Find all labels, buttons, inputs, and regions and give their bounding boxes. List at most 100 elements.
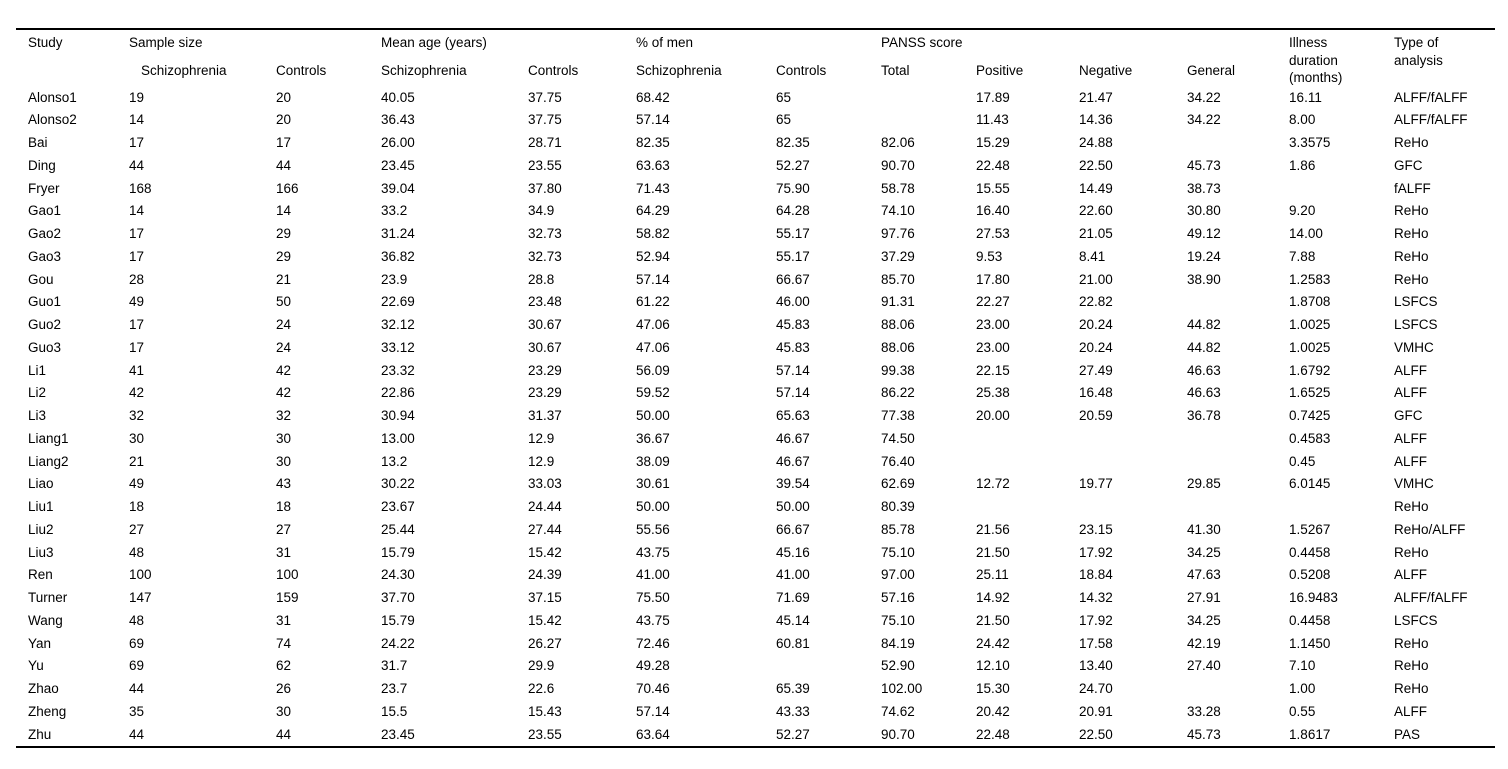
table-cell: 43.33 <box>776 703 810 719</box>
study-name-cell: Gao1 <box>28 203 62 219</box>
table-cell: 14 <box>129 112 145 128</box>
table-cell: 22.60 <box>1079 203 1113 219</box>
study-name-cell: Gao2 <box>28 226 62 241</box>
table-cell: 44 <box>129 726 145 742</box>
table-cell: 45.83 <box>776 339 810 355</box>
table-cell: 33.28 <box>1187 703 1221 719</box>
table-cell: 1.86 <box>1289 157 1316 173</box>
table-cell <box>881 87 976 110</box>
table-cell: 8.41 <box>1079 248 1106 264</box>
table-row: Bai 17 17 26.00 28.71 82.35 82.35 82.06 15.29 24.… <box>16 132 1495 155</box>
table-cell: 17.80 <box>976 271 1010 287</box>
table-cell: 50 <box>276 294 292 310</box>
table-cell: 36.43 <box>381 112 415 128</box>
table-cell: 14.92 <box>976 590 1010 605</box>
table-cell <box>881 109 976 132</box>
table-cell: 57.16 <box>881 590 915 605</box>
table-cell: 21.50 <box>976 544 1010 560</box>
study-name-cell: Liu3 <box>28 544 54 560</box>
table-cell: 24.39 <box>528 567 562 583</box>
table-cell: 26 <box>276 681 292 696</box>
table-cell: 90.70 <box>881 157 915 173</box>
table-cell: LSFCS <box>1394 294 1438 310</box>
table-row: Yu 69 62 31.7 29.9 49.28 52.90 12.10 13.40 27.40 7… <box>16 655 1495 678</box>
table-cell: 17 <box>129 248 145 264</box>
table-cell: 12.9 <box>528 453 555 469</box>
table-cell <box>1079 496 1187 519</box>
table-cell: 82.06 <box>881 135 915 150</box>
table-cell: 31.24 <box>381 226 415 241</box>
table-cell: 62.69 <box>881 476 915 492</box>
table-cell: 58.78 <box>881 180 915 196</box>
table-cell: 20.59 <box>1079 408 1113 423</box>
table-cell: 22.50 <box>1079 726 1113 742</box>
header-type-of-analysis: Type of analysis <box>1394 35 1443 68</box>
study-name-cell: Liang1 <box>28 430 69 446</box>
header-men-schizophrenia: Schizophrenia <box>636 63 722 79</box>
table-cell: 19 <box>129 89 145 105</box>
table-cell: 21.47 <box>1079 89 1113 105</box>
table-cell: 12.72 <box>976 476 1010 492</box>
table-cell: 60.81 <box>776 635 810 651</box>
table-cell: 47.63 <box>1187 567 1221 583</box>
table-cell: 30 <box>276 430 292 446</box>
table-cell: 30 <box>129 430 145 446</box>
header-panss-positive: Positive <box>976 63 1024 79</box>
table-cell: 44.82 <box>1187 317 1221 332</box>
table-row: Gao1 14 14 33.2 34.9 64.29 64.28 74.10 16.40 22.6… <box>16 200 1495 223</box>
table-cell: 49.28 <box>636 658 670 674</box>
table-cell: 102.00 <box>881 681 923 696</box>
table-cell <box>776 655 881 678</box>
table-cell: 33.03 <box>528 476 562 492</box>
table-cell: 159 <box>276 590 299 605</box>
table-cell: 18 <box>276 499 292 514</box>
table-cell: 15.79 <box>381 544 415 560</box>
table-cell: 30.94 <box>381 408 415 423</box>
table-cell: 72.46 <box>636 635 670 651</box>
table-row: Zhao 44 26 23.7 22.6 70.46 65.39 102.00 15.30 24.… <box>16 678 1495 701</box>
table-cell: 1.8708 <box>1289 294 1331 310</box>
table-cell: 15.79 <box>381 612 415 628</box>
table-cell: 24 <box>276 339 292 355</box>
table-cell: 20.00 <box>976 408 1010 423</box>
table-cell: 22.15 <box>976 362 1010 378</box>
table-cell: 21.56 <box>976 521 1010 537</box>
table-cell: 21.05 <box>1079 226 1113 241</box>
table-cell: 49.12 <box>1187 226 1221 241</box>
table-cell: 20.24 <box>1079 317 1113 332</box>
table-cell: 14.36 <box>1079 112 1113 128</box>
table-cell: 28.8 <box>528 271 555 287</box>
table-cell: 37.15 <box>528 590 562 605</box>
table-cell: 39.54 <box>776 476 810 492</box>
table-cell: 97.76 <box>881 226 915 241</box>
table-cell <box>1289 178 1394 201</box>
table-cell: 23.67 <box>381 499 415 514</box>
table-cell: 56.09 <box>636 362 670 378</box>
table-cell: 30.80 <box>1187 203 1221 219</box>
header-men-controls: Controls <box>776 63 827 79</box>
table-cell: 1.6525 <box>1289 385 1331 401</box>
table-cell: ALFF <box>1394 453 1428 469</box>
table-row: Li2 42 42 22.86 23.29 59.52 57.14 86.22 25.38 16.… <box>16 382 1495 405</box>
table-cell: 15.55 <box>976 180 1010 196</box>
table-cell: 17 <box>129 226 145 241</box>
table-cell: 85.70 <box>881 271 915 287</box>
table-cell: 46.67 <box>776 453 810 469</box>
table-cell: 38.09 <box>636 453 670 469</box>
table-cell: 23.15 <box>1079 521 1113 537</box>
table-cell: 22.69 <box>381 294 415 310</box>
table-cell: 48 <box>129 544 145 560</box>
table-cell <box>1187 132 1289 155</box>
study-name-cell: Guo3 <box>28 339 62 355</box>
table-cell: 34.25 <box>1187 544 1221 560</box>
table-cell: 22.86 <box>381 385 415 401</box>
table-cell: 17 <box>129 339 145 355</box>
table-cell: PAS <box>1394 726 1421 742</box>
table-cell: 41 <box>129 362 145 378</box>
table-row: Gou 28 21 23.9 28.8 57.14 66.67 85.70 17.80 21.00… <box>16 269 1495 292</box>
table-cell: 40.05 <box>381 89 415 105</box>
table-cell: 37.70 <box>381 590 415 605</box>
table-cell: 166 <box>276 180 299 196</box>
table-cell: 64.28 <box>776 203 810 219</box>
table-cell <box>1187 496 1289 519</box>
